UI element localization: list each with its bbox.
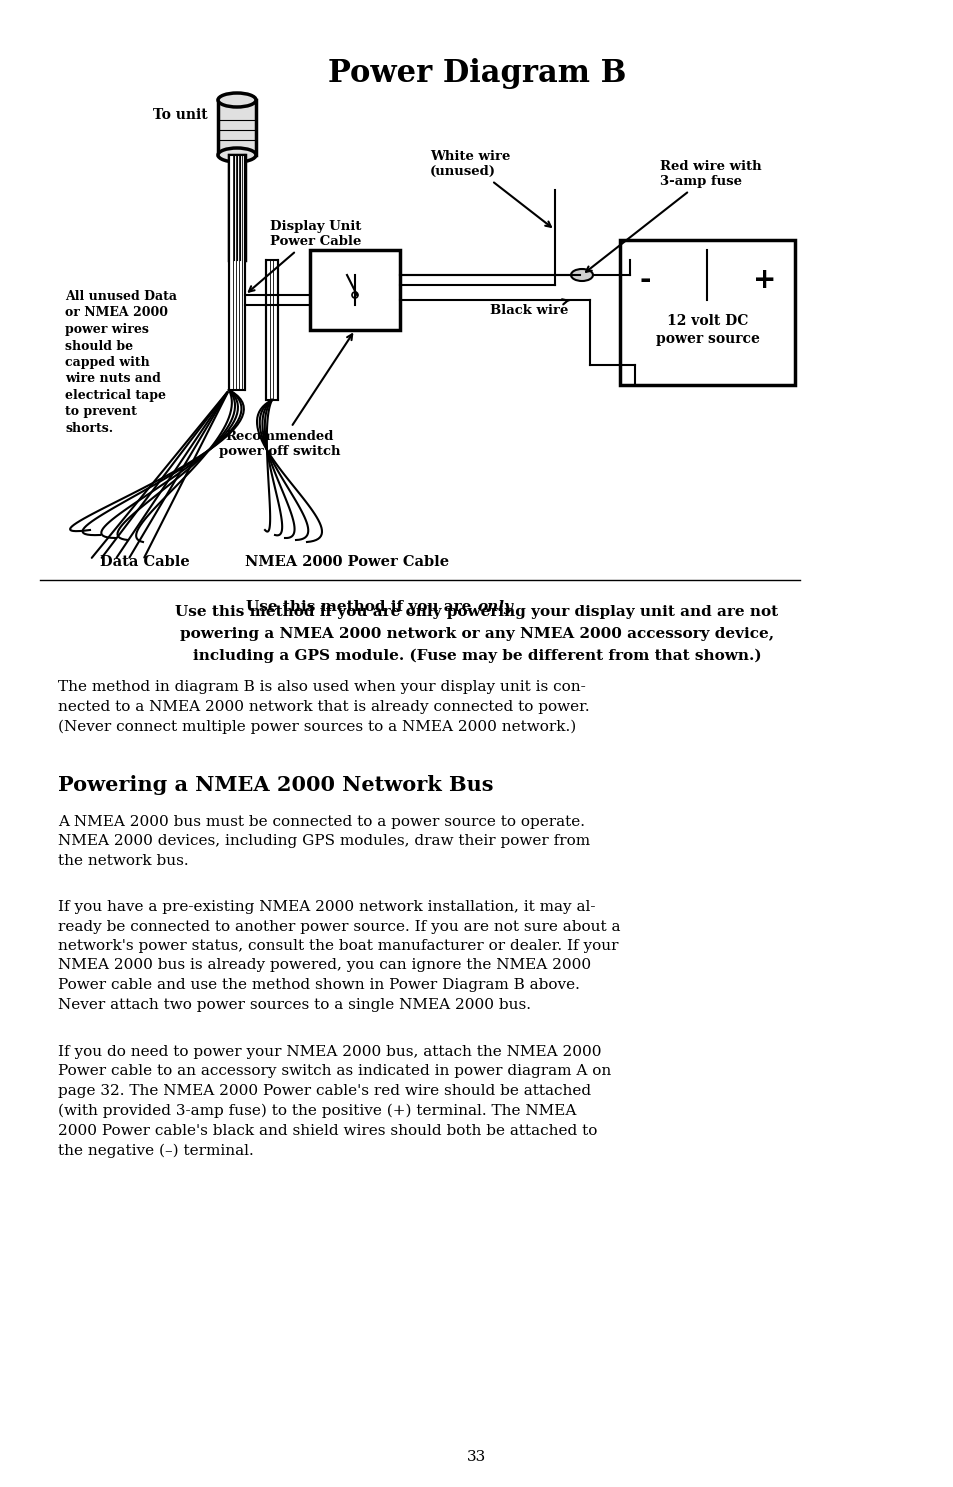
Text: -: -: [639, 266, 650, 294]
Text: +: +: [753, 266, 776, 294]
Bar: [229, 155, 245, 260]
Ellipse shape: [218, 94, 255, 107]
Bar: [218, 100, 255, 155]
Text: Black wire: Black wire: [490, 299, 569, 317]
Bar: [229, 155, 245, 390]
Ellipse shape: [218, 149, 255, 162]
Text: A NMEA 2000 bus must be connected to a power source to operate.
NMEA 2000 device: A NMEA 2000 bus must be connected to a p…: [58, 815, 590, 868]
Bar: [266, 260, 277, 400]
Text: Data Cable: Data Cable: [100, 555, 190, 570]
Ellipse shape: [571, 269, 593, 281]
Text: powering a NMEA 2000 network or any NMEA 2000 accessory device,: powering a NMEA 2000 network or any NMEA…: [180, 628, 773, 641]
Text: Recommended
power off switch: Recommended power off switch: [219, 335, 352, 458]
Text: Use this method if you are: Use this method if you are: [246, 599, 476, 614]
Text: To unit: To unit: [153, 109, 208, 122]
Text: Use this method if you are only powering your display unit and are not: Use this method if you are only powering…: [175, 605, 778, 619]
Text: NMEA 2000 Power Cable: NMEA 2000 Power Cable: [245, 555, 449, 570]
Text: Power Diagram B: Power Diagram B: [328, 58, 625, 89]
Text: 12 volt DC
power source: 12 volt DC power source: [655, 314, 759, 346]
Text: If you do need to power your NMEA 2000 bus, attach the NMEA 2000
Power cable to : If you do need to power your NMEA 2000 b…: [58, 1045, 611, 1158]
Text: 33: 33: [467, 1450, 486, 1465]
Text: All unused Data
or NMEA 2000
power wires
should be
capped with
wire nuts and
ele: All unused Data or NMEA 2000 power wires…: [65, 290, 177, 436]
Text: White wire
(unused): White wire (unused): [430, 150, 551, 228]
Text: only: only: [476, 599, 513, 614]
Text: Red wire with
3-amp fuse: Red wire with 3-amp fuse: [585, 161, 760, 272]
Bar: [310, 250, 399, 330]
Text: The method in diagram B is also used when your display unit is con-
nected to a : The method in diagram B is also used whe…: [58, 680, 589, 733]
Text: If you have a pre-existing NMEA 2000 network installation, it may al-
ready be c: If you have a pre-existing NMEA 2000 net…: [58, 900, 619, 1011]
Text: including a GPS module. (Fuse may be different from that shown.): including a GPS module. (Fuse may be dif…: [193, 648, 760, 663]
Bar: [619, 239, 794, 385]
Text: Display Unit
Power Cable: Display Unit Power Cable: [249, 220, 361, 291]
Text: Powering a NMEA 2000 Network Bus: Powering a NMEA 2000 Network Bus: [58, 775, 493, 796]
